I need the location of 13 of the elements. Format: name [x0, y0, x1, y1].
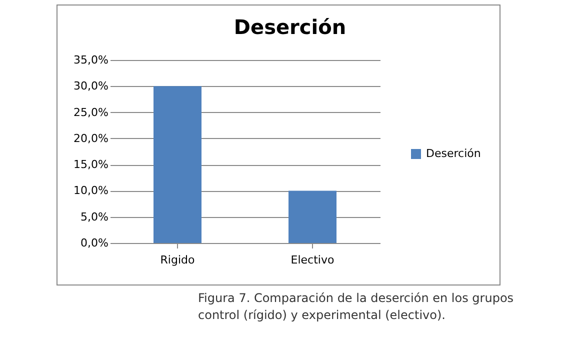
y-tick-label: 5,0% — [80, 210, 108, 224]
chart-title: Deserción — [234, 15, 346, 39]
text: Figura 7. Comparación de la deserción en los grupos control (rígido) y experimental (electivo). — [198, 291, 514, 322]
y-tick-label: 30,0% — [74, 80, 108, 93]
x-tick-label: Electivo — [290, 254, 334, 266]
legend-label: Deserción — [426, 147, 481, 160]
y-tick-label: 35,0% — [74, 54, 108, 66]
y-tick-label: 10,0% — [74, 184, 108, 198]
y-tick-label: 25,0% — [74, 106, 108, 119]
y-tick-label: 20,0% — [74, 132, 108, 145]
x-tick-label: Rigido — [160, 254, 195, 266]
y-tick-label: 0,0% — [80, 236, 108, 250]
y-tick-label: 15,0% — [74, 158, 108, 172]
